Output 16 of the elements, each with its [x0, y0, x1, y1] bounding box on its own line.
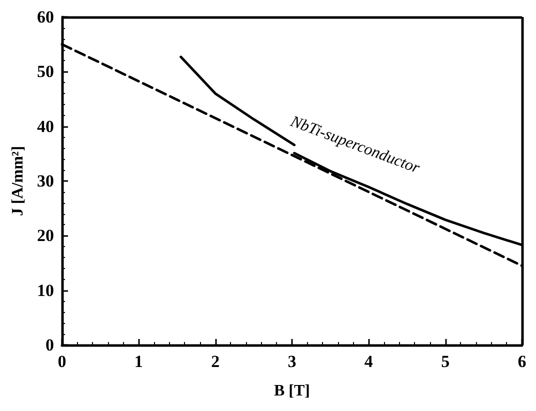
- y-tick-label: 0: [46, 336, 54, 354]
- x-tick-label: 5: [441, 352, 450, 371]
- x-axis-title: B [T]: [274, 382, 310, 400]
- x-tick-label: 1: [134, 352, 143, 371]
- y-tick-label: 40: [37, 116, 54, 136]
- y-tick-label: 20: [37, 226, 54, 246]
- x-tick-label: 6: [518, 352, 526, 371]
- y-axis-title: J [A/mm²]: [10, 146, 27, 216]
- y-tick-label: 50: [37, 62, 54, 82]
- y-tick-label: 10: [37, 280, 54, 300]
- x-tick-label: 2: [211, 352, 220, 371]
- x-tick-label: 3: [288, 352, 296, 371]
- y-tick-label: 30: [37, 172, 54, 190]
- x-tick-label: 4: [364, 352, 374, 371]
- x-tick-label: 0: [58, 352, 66, 371]
- y-tick-label: 60: [37, 8, 54, 26]
